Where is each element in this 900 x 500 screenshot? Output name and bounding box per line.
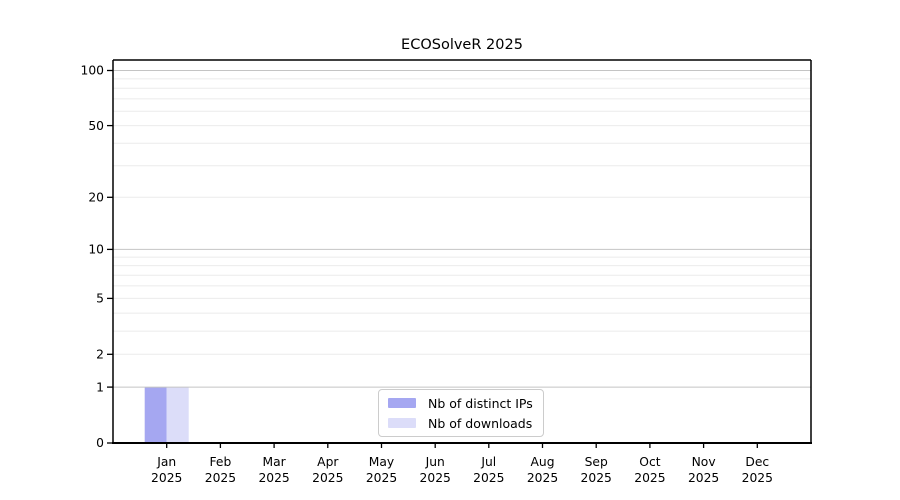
x-tick-label-month: Oct bbox=[639, 455, 660, 469]
y-tick-label: 50 bbox=[88, 119, 104, 133]
bar-downloads bbox=[166, 387, 189, 443]
x-tick-label-year: 2025 bbox=[473, 471, 504, 485]
x-tick-label-year: 2025 bbox=[527, 471, 558, 485]
y-tick-label: 100 bbox=[81, 64, 104, 78]
legend-item-distinct-ips: Nb of distinct IPs bbox=[388, 396, 534, 411]
x-tick-label-month: Feb bbox=[210, 455, 232, 469]
x-tick-label-month: Jan bbox=[156, 455, 176, 469]
x-tick-label-month: Sep bbox=[585, 455, 608, 469]
legend-item-downloads: Nb of downloads bbox=[388, 416, 534, 431]
x-tick-label-year: 2025 bbox=[634, 471, 665, 485]
x-tick-label-year: 2025 bbox=[742, 471, 773, 485]
y-tick-label: 1 bbox=[96, 380, 104, 394]
x-tick-label-month: Nov bbox=[692, 455, 716, 469]
y-tick-label: 10 bbox=[88, 243, 104, 257]
x-tick-label-year: 2025 bbox=[420, 471, 451, 485]
legend-swatch-downloads-icon bbox=[388, 418, 416, 428]
legend-swatch-distinct-ips-icon bbox=[388, 398, 416, 408]
y-tick-label: 5 bbox=[96, 292, 104, 306]
chart-title: ECOSolveR 2025 bbox=[401, 37, 523, 53]
x-tick-label-month: May bbox=[369, 455, 394, 469]
x-tick-label-month: Jul bbox=[480, 455, 496, 469]
x-tick-label-month: Aug bbox=[530, 455, 554, 469]
x-tick-label-year: 2025 bbox=[205, 471, 236, 485]
x-tick-label-month: Mar bbox=[262, 455, 286, 469]
x-tick-label-year: 2025 bbox=[581, 471, 612, 485]
x-tick-label-year: 2025 bbox=[366, 471, 397, 485]
legend: Nb of distinct IPs Nb of downloads bbox=[378, 389, 544, 437]
x-tick-label-month: Dec bbox=[745, 455, 769, 469]
legend-label-distinct-ips: Nb of distinct IPs bbox=[428, 395, 533, 411]
x-tick-label-year: 2025 bbox=[312, 471, 343, 485]
y-tick-label: 2 bbox=[96, 348, 104, 362]
legend-label-downloads: Nb of downloads bbox=[428, 415, 533, 431]
x-tick-label-month: Apr bbox=[317, 455, 339, 469]
bar-distinct-ips bbox=[144, 387, 167, 443]
y-tick-label: 20 bbox=[88, 191, 104, 205]
x-tick-label-year: 2025 bbox=[258, 471, 289, 485]
x-tick-label-month: Jun bbox=[425, 455, 445, 469]
x-tick-label-year: 2025 bbox=[688, 471, 719, 485]
y-tick-label: 0 bbox=[96, 436, 104, 450]
x-tick-label-year: 2025 bbox=[151, 471, 182, 485]
